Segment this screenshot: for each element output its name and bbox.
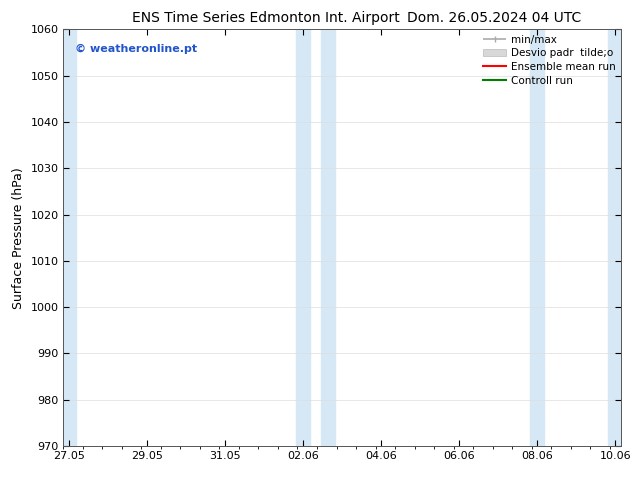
Bar [296, 29, 311, 446]
Y-axis label: Surface Pressure (hPa): Surface Pressure (hPa) [12, 167, 25, 309]
Legend: min/max, Desvio padr  tilde;o, Ensemble mean run, Controll run: min/max, Desvio padr tilde;o, Ensemble m… [481, 32, 618, 88]
Bar [609, 29, 621, 446]
Bar [321, 29, 335, 446]
Bar [531, 29, 545, 446]
Text: ENS Time Series Edmonton Int. Airport: ENS Time Series Edmonton Int. Airport [133, 11, 400, 25]
Text: © weatheronline.pt: © weatheronline.pt [75, 44, 197, 54]
Bar [63, 29, 76, 446]
Text: Dom. 26.05.2024 04 UTC: Dom. 26.05.2024 04 UTC [408, 11, 581, 25]
